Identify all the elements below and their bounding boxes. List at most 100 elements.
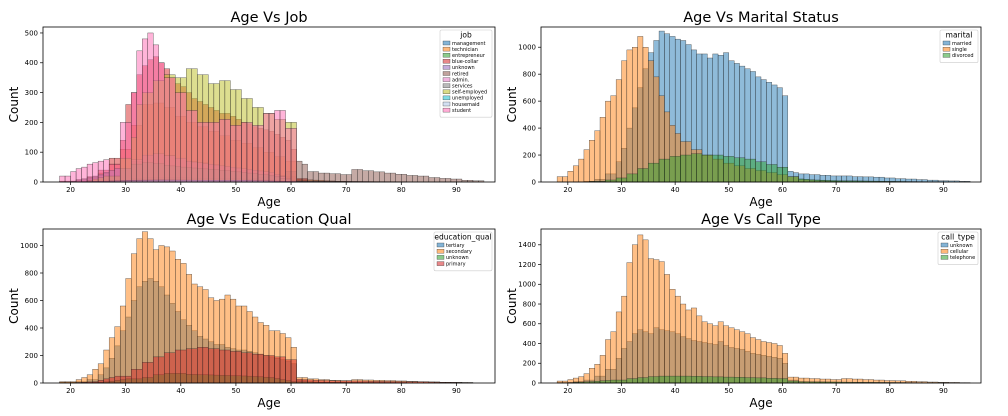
histogram-bar <box>363 171 369 182</box>
histogram-bar <box>734 330 739 383</box>
x-tick-label: 90 <box>452 186 461 194</box>
y-axis-label: Count <box>505 86 519 122</box>
legend-entry: management <box>452 41 486 47</box>
y-tick-label: 1400 <box>518 241 536 249</box>
y-tick-label: 300 <box>25 89 38 97</box>
histogram-bar <box>681 304 686 383</box>
histogram-bar <box>313 380 319 383</box>
histogram-bar <box>197 347 203 383</box>
legend-entry: unknown <box>452 65 475 71</box>
x-axis-label: Age <box>257 195 280 209</box>
histogram-bar <box>643 240 648 383</box>
legend-swatch <box>443 108 450 112</box>
histogram-bar <box>659 376 664 383</box>
legend-entry: unknown <box>446 255 469 261</box>
histogram-bar <box>137 239 143 383</box>
histogram-bar <box>60 176 66 182</box>
histogram-bar <box>137 369 143 383</box>
histogram-bar <box>702 377 707 383</box>
histogram-bar <box>702 155 707 182</box>
y-tick-label: 0 <box>34 178 38 186</box>
histogram-bar <box>605 101 610 182</box>
histogram-bar <box>740 332 745 383</box>
histogram-bar <box>740 158 745 182</box>
y-tick-label: 400 <box>25 59 38 67</box>
histogram-bar <box>115 164 121 182</box>
x-axis-label: Age <box>749 396 772 410</box>
histogram-bar <box>611 332 616 383</box>
legend-swatch <box>437 255 444 259</box>
histogram-bar <box>131 93 137 182</box>
legend-entry: blue-collar <box>452 59 479 65</box>
histogram-bar <box>670 156 675 182</box>
x-tick-label: 20 <box>66 387 75 395</box>
histogram-bar <box>357 169 363 182</box>
y-tick-label: 0 <box>532 178 536 186</box>
histogram-bar <box>208 349 214 383</box>
histogram-bar <box>291 128 297 182</box>
histogram-bar <box>627 50 632 182</box>
histogram-bar <box>729 328 734 383</box>
x-tick-label: 80 <box>885 387 894 395</box>
legend-swatch <box>437 262 444 266</box>
x-tick-label: 80 <box>885 186 894 194</box>
histogram-bar <box>723 377 728 383</box>
histogram-bar <box>643 169 648 182</box>
histogram-bar <box>589 368 594 383</box>
histogram-bar <box>214 349 220 383</box>
histogram-bar <box>159 63 165 182</box>
histogram-bar <box>291 360 297 383</box>
histogram-bar <box>280 357 286 383</box>
histogram-bar <box>713 155 718 182</box>
y-tick-label: 0 <box>532 379 536 387</box>
histogram-bar <box>756 340 761 383</box>
histogram-bar <box>681 376 686 383</box>
histogram-bar <box>745 159 750 182</box>
histogram-bar <box>164 78 170 182</box>
histogram-bar <box>137 51 143 182</box>
histogram-bar <box>654 377 659 383</box>
histogram-bar <box>756 378 761 383</box>
histogram-bar <box>772 378 777 383</box>
x-tick-label: 70 <box>342 387 351 395</box>
histogram-bar <box>729 377 734 383</box>
x-axis-label: Age <box>257 396 280 410</box>
histogram-bar <box>148 239 154 383</box>
y-tick-label: 400 <box>523 340 536 348</box>
histogram-bar <box>412 175 418 182</box>
legend-entry: cellular <box>950 249 969 255</box>
legend-title: education_qual <box>434 233 491 242</box>
y-tick-label: 600 <box>25 297 38 305</box>
histogram-bar <box>766 164 771 182</box>
histogram-bar <box>718 377 723 383</box>
histogram-bar <box>793 177 798 182</box>
histogram-bar <box>98 380 104 383</box>
histogram-bar <box>675 376 680 383</box>
legend-swatch <box>443 72 450 76</box>
chart-title: Age Vs Marital Status <box>683 10 839 26</box>
histogram-bar <box>401 174 407 182</box>
legend-entry: single <box>952 47 967 53</box>
histogram-bar <box>611 380 616 383</box>
histogram-bar <box>148 33 154 182</box>
histogram-bar <box>638 378 643 383</box>
histogram-bar <box>379 172 385 182</box>
histogram-bar <box>341 175 347 182</box>
histogram-bar <box>115 327 121 383</box>
x-tick-label: 60 <box>778 186 787 194</box>
histogram-bar <box>175 93 181 182</box>
legend-entry: tertiary <box>446 243 465 249</box>
legend-title: marital <box>946 31 973 40</box>
x-tick-label: 80 <box>397 387 406 395</box>
histogram-bar <box>772 164 777 182</box>
histogram-bar <box>766 378 771 383</box>
y-tick-label: 600 <box>523 320 536 328</box>
legend: jobmanagementtechnicianentrepreneurblue-… <box>440 30 492 117</box>
histogram-bar <box>616 380 621 383</box>
histogram-bar <box>664 274 669 383</box>
histogram-bar <box>142 362 148 383</box>
legend-swatch <box>943 47 950 51</box>
